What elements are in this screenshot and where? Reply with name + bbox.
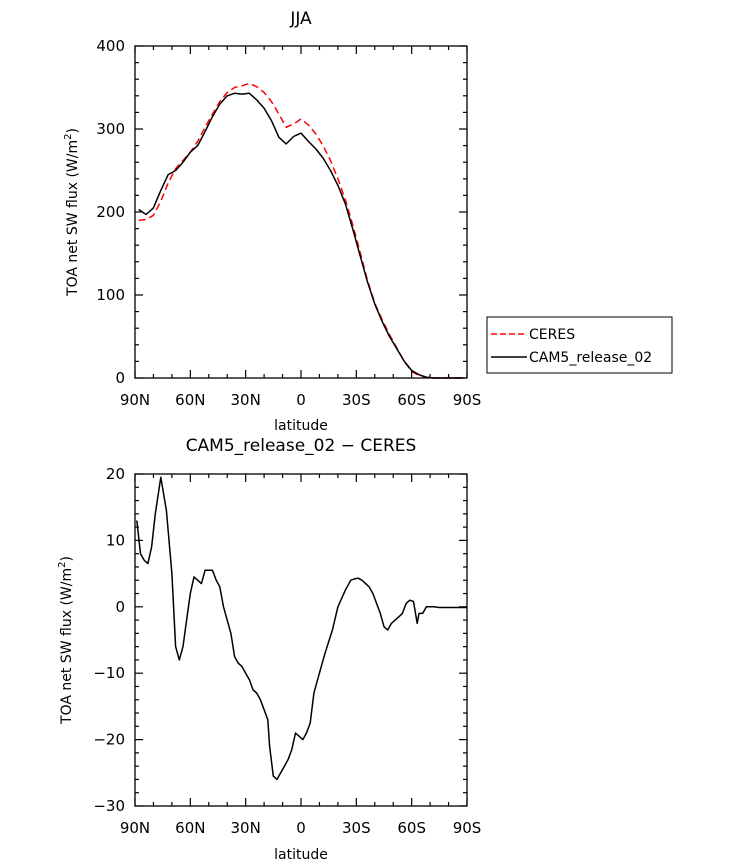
top-y-ticks: 0 100 200 300 400: [96, 37, 467, 387]
bottom-y-tick-label: −10: [93, 664, 125, 682]
top-x-ticks: 90N 60N 30N 0 30S 60S 90S: [120, 46, 481, 409]
bottom-y-tick-label: 20: [106, 465, 125, 483]
legend-box: [486, 316, 673, 374]
bottom-plot-frame: [134, 473, 468, 807]
top-x-tick-label: 30N: [231, 391, 261, 409]
top-series-line-0: [138, 82, 464, 379]
top-x-tick-label: 0: [296, 391, 306, 409]
bottom-x-tick-label: 0: [296, 819, 306, 837]
top-y-tick-label: 0: [115, 369, 125, 387]
top-x-tick-label: 60S: [397, 391, 426, 409]
bottom-y-axis-label-superscript: 2: [57, 562, 68, 568]
top-chart-title: JJA: [289, 9, 312, 29]
top-x-tick-label: 30S: [342, 391, 371, 409]
bottom-x-tick-label: 30S: [342, 819, 371, 837]
top-y-axis-label: TOA net SW flux (W/m2): [63, 128, 81, 297]
top-y-tick-label: 200: [96, 203, 125, 221]
top-plot-area: [138, 82, 464, 379]
top-series-line-1: [138, 92, 464, 379]
bottom-x-tick-label: 60N: [175, 819, 205, 837]
bottom-panel: CAM5_release_02 − CERES 90N 60N 30N 0 30S 60S…: [57, 436, 481, 863]
bottom-y-tick-label: 0: [115, 598, 125, 616]
top-plot-frame: [134, 45, 468, 379]
top-panel: JJA 90N 60N 30N 0 30S 60S 90S 0 100 200 300 400 la…: [63, 9, 673, 434]
bottom-x-axis-label: latitude: [274, 847, 328, 863]
top-y-tick-label: 300: [96, 120, 125, 138]
top-y-axis-label-superscript: 2: [63, 134, 74, 140]
bottom-chart-title: CAM5_release_02 − CERES: [186, 436, 417, 456]
bottom-x-tick-label: 90S: [453, 819, 482, 837]
top-y-axis-label-main: TOA net SW flux (W/m: [65, 140, 81, 297]
top-y-axis-label-tail: ): [65, 128, 81, 133]
bottom-y-axis-label: TOA net SW flux (W/m2): [57, 556, 75, 725]
bottom-x-tick-label: 60S: [397, 819, 426, 837]
bottom-x-ticks: 90N 60N 30N 0 30S 60S 90S: [120, 474, 481, 837]
top-x-tick-label: 90S: [453, 391, 482, 409]
top-y-tick-label: 400: [96, 37, 125, 55]
bottom-x-tick-label: 90N: [120, 819, 150, 837]
bottom-y-axis-label-main: TOA net SW flux (W/m: [59, 568, 75, 725]
legend-ceres-label: CERES: [529, 327, 575, 343]
top-x-tick-label: 90N: [120, 391, 150, 409]
bottom-y-tick-label: −30: [93, 797, 125, 815]
legend: CERES CAM5_release_02: [486, 316, 673, 374]
bottom-y-axis-label-tail: ): [59, 556, 75, 561]
bottom-plot-area: [136, 476, 467, 781]
legend-cam5-label: CAM5_release_02: [529, 350, 652, 366]
top-y-tick-label: 100: [96, 286, 125, 304]
bottom-y-tick-label: −20: [93, 731, 125, 749]
bottom-y-tick-label: 10: [106, 531, 125, 549]
bottom-y-ticks: −30 −20 −10 0 10 20: [93, 465, 467, 815]
top-x-tick-label: 60N: [175, 391, 205, 409]
bottom-x-tick-label: 30N: [231, 819, 261, 837]
top-x-axis-label: latitude: [274, 418, 328, 434]
bottom-series-line-0: [136, 476, 467, 781]
